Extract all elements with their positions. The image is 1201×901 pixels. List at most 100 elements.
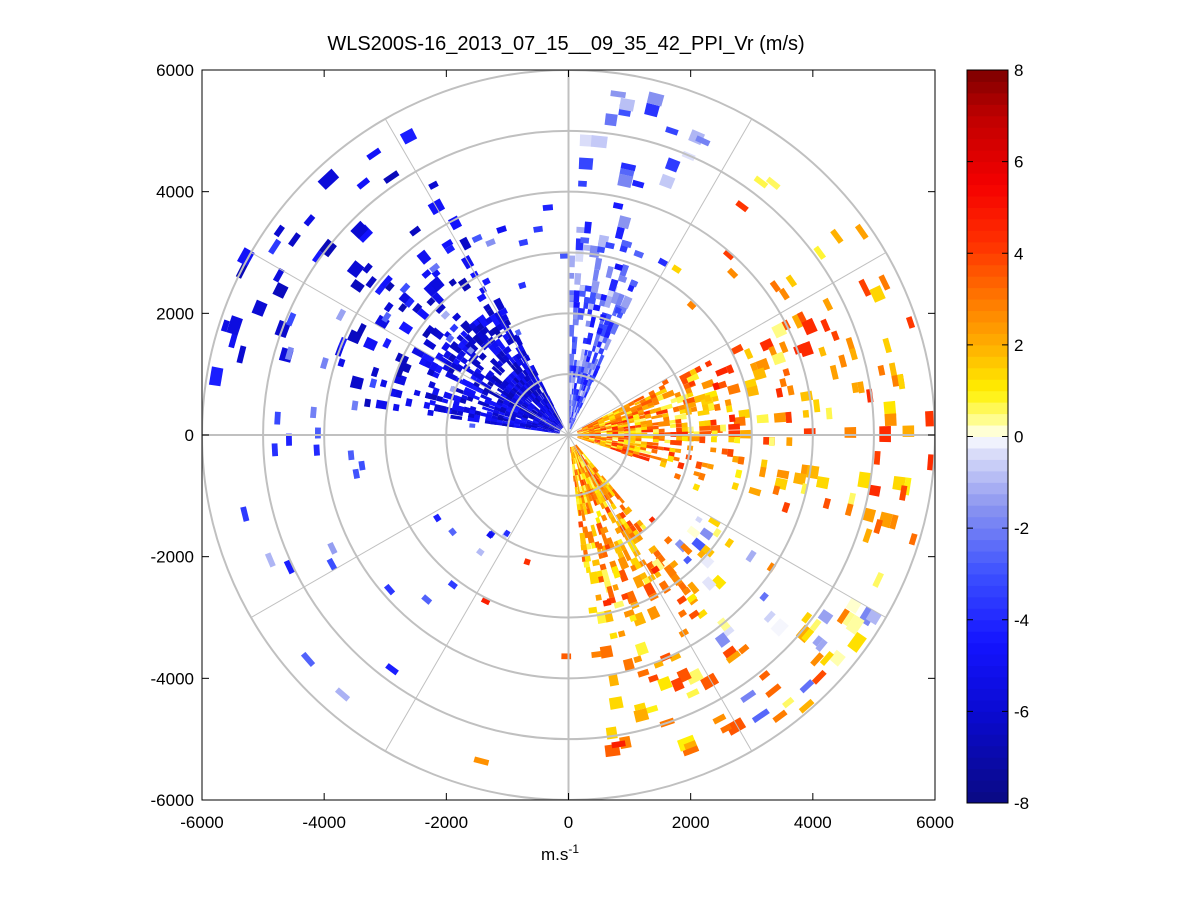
velocity-cell (460, 255, 475, 270)
velocity-cell (878, 274, 891, 291)
velocity-cell (608, 673, 620, 687)
velocity-cell (480, 394, 487, 400)
velocity-cell (487, 343, 500, 356)
velocity-cell (611, 443, 618, 448)
azimuth-spoke (568, 252, 887, 436)
velocity-cell (638, 452, 651, 458)
velocity-cell (610, 503, 617, 510)
velocity-cell (640, 446, 647, 451)
velocity-cell (541, 399, 547, 406)
velocity-cell (836, 608, 850, 625)
velocity-cell (640, 398, 653, 407)
velocity-cell (633, 448, 641, 453)
velocity-cell (686, 392, 694, 398)
velocity-cell (601, 551, 609, 558)
velocity-cell (579, 284, 586, 292)
velocity-cell (366, 147, 382, 161)
velocity-cell (483, 387, 491, 394)
velocity-cell (583, 561, 590, 568)
velocity-cell (502, 347, 510, 355)
velocity-cell (497, 416, 504, 421)
velocity-cell (515, 375, 522, 382)
velocity-cell (651, 414, 664, 420)
velocity-cell (722, 645, 740, 663)
velocity-cell (536, 427, 543, 431)
velocity-cell (599, 422, 606, 426)
velocity-cell (441, 238, 454, 250)
velocity-cell (600, 439, 607, 441)
velocity-cell (447, 580, 458, 590)
velocity-cell (441, 398, 449, 404)
velocity-cell (620, 239, 633, 249)
colorbar-level (967, 436, 1008, 449)
velocity-cell (426, 324, 439, 337)
velocity-cell (521, 403, 528, 409)
colorbar-level (967, 757, 1008, 770)
velocity-cell (649, 406, 662, 415)
velocity-cell (508, 390, 516, 398)
velocity-cell (504, 319, 512, 327)
velocity-cell (383, 583, 396, 596)
velocity-cell (620, 295, 633, 310)
velocity-cell (629, 440, 636, 444)
velocity-cell (572, 446, 576, 452)
velocity-cell (639, 449, 652, 455)
velocity-cell (450, 414, 463, 421)
velocity-cell (592, 422, 599, 426)
velocity-cell (350, 220, 369, 239)
velocity-cell (724, 398, 732, 407)
velocity-cell (452, 400, 460, 407)
velocity-cell (694, 365, 703, 374)
velocity-cell (601, 533, 609, 546)
velocity-cell (537, 394, 543, 401)
velocity-cell (421, 594, 433, 605)
x-tick-label: 0 (564, 813, 573, 832)
velocity-cell (671, 264, 682, 274)
velocity-cell (610, 291, 622, 305)
velocity-cell (628, 447, 635, 452)
velocity-cell (542, 398, 548, 405)
velocity-cell (587, 423, 593, 427)
velocity-cell (573, 383, 577, 390)
velocity-cell (506, 374, 514, 382)
colorbar-level (967, 551, 1008, 563)
velocity-cell (616, 446, 623, 451)
colorbar-level (967, 596, 1008, 609)
colorbar-level (967, 654, 1008, 667)
velocity-cell (609, 632, 618, 640)
velocity-cell (486, 370, 495, 378)
velocity-cell (548, 429, 555, 432)
velocity-cell (220, 319, 230, 333)
velocity-cell (543, 425, 550, 429)
velocity-cell (498, 366, 506, 374)
velocity-cell (578, 157, 594, 170)
velocity-cell (573, 457, 577, 464)
velocity-cell (743, 348, 754, 360)
colorbar-level (967, 699, 1008, 712)
velocity-cell (622, 508, 630, 516)
velocity-cell (513, 384, 520, 392)
velocity-cell (748, 486, 762, 497)
velocity-cell (448, 278, 457, 287)
velocity-cell (571, 417, 575, 424)
velocity-cell (686, 373, 700, 384)
velocity-cell (398, 303, 408, 313)
velocity-cell (813, 245, 827, 260)
velocity-cell (618, 431, 625, 434)
velocity-cell (633, 450, 640, 456)
velocity-cell (586, 380, 591, 387)
velocity-cell (580, 237, 590, 244)
velocity-cell (613, 410, 620, 416)
velocity-cell (669, 572, 683, 587)
velocity-cell (731, 482, 740, 491)
x-axis-label: m.s-1 (541, 842, 579, 864)
velocity-cell (658, 580, 672, 594)
velocity-cell (633, 708, 650, 723)
colorbar-level (967, 321, 1008, 334)
velocity-cell (349, 375, 364, 390)
velocity-cell (575, 469, 579, 476)
velocity-cell (847, 492, 857, 507)
velocity-cell (579, 461, 584, 468)
velocity-cell (466, 346, 475, 355)
velocity-cell (822, 297, 834, 312)
